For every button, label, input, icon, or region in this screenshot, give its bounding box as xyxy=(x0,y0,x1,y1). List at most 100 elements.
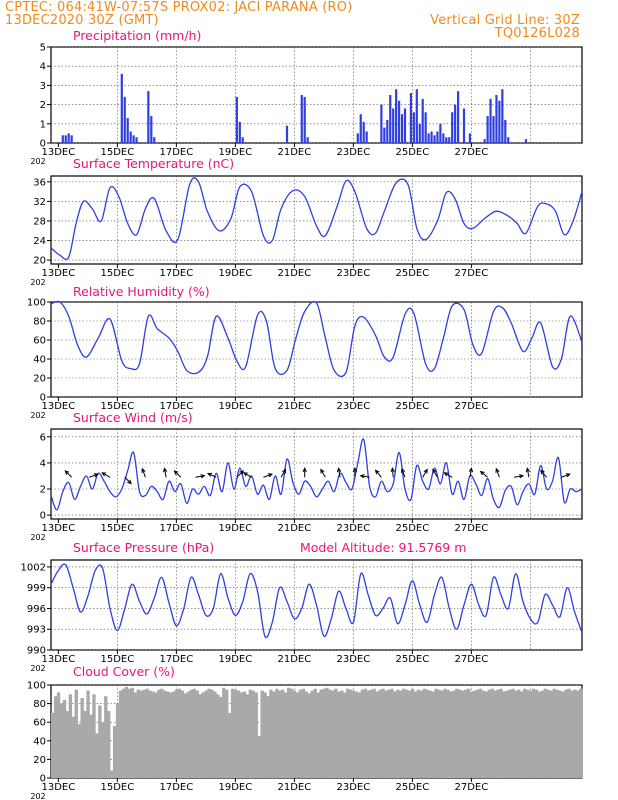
x-tick-label: 21DEC xyxy=(278,654,312,665)
cloud-bar xyxy=(304,691,309,778)
x-tick-label: 27DEC xyxy=(455,523,489,534)
wind-arrow xyxy=(561,473,570,478)
precip-bar xyxy=(504,119,507,143)
cloud-bar xyxy=(469,691,474,778)
x-tick-label: 17DEC xyxy=(160,782,194,793)
x-tick-label: 23DEC xyxy=(337,268,371,279)
x-tick-label: 17DEC xyxy=(160,147,194,158)
cloud-bar xyxy=(449,691,453,778)
x-tick-label: 15DEC xyxy=(101,523,135,534)
cloud-bar xyxy=(310,690,314,778)
wind-arrow xyxy=(320,469,326,478)
wind-arrow xyxy=(64,470,73,478)
x-tick-label: 15DEC xyxy=(101,782,135,793)
cloud-bar xyxy=(508,689,512,778)
precip-bar xyxy=(356,133,359,143)
precip-bar xyxy=(383,127,386,143)
cloud-bar xyxy=(558,690,562,778)
wind-arrow-head xyxy=(162,467,168,473)
panel-frame xyxy=(50,428,583,520)
wind-arrow xyxy=(375,470,382,478)
cloud-bar xyxy=(242,691,247,778)
cloud-bar xyxy=(523,688,527,778)
x-tick-label: 13DEC xyxy=(42,654,76,665)
cloud-bar xyxy=(387,689,391,778)
cloud-bar xyxy=(496,689,500,778)
wind-arrow-head xyxy=(242,472,248,477)
x-tick-label: 15DEC xyxy=(101,401,135,412)
precip-bar xyxy=(135,137,138,143)
wind-arrow-head xyxy=(173,470,179,475)
x-tick-label: 25DEC xyxy=(396,654,430,665)
x-tick-label: 21DEC xyxy=(278,401,312,412)
wind-arrow xyxy=(391,468,394,478)
cloud-bar xyxy=(437,689,441,778)
cloud-bar xyxy=(121,688,126,778)
cloud-bar xyxy=(540,690,545,778)
x-tick-label: 19DEC xyxy=(219,268,253,279)
cloud-bar xyxy=(74,689,78,778)
cloud-bar xyxy=(552,688,556,778)
cloud-bar xyxy=(502,691,506,778)
y-tick-label: 60 xyxy=(33,718,46,729)
cloud-bar xyxy=(340,690,344,778)
precip-bar xyxy=(120,73,123,143)
cloud-bar xyxy=(520,691,524,778)
y-tick-label: 3 xyxy=(40,81,46,92)
precip-bar xyxy=(454,104,457,143)
cloud-bar xyxy=(431,691,435,778)
cloud-bar xyxy=(298,689,303,778)
cloud-bar xyxy=(139,690,143,778)
series-line xyxy=(50,438,583,511)
x-tick-label: 27DEC xyxy=(455,268,489,279)
cloud-bar xyxy=(95,733,99,778)
cloud-bar xyxy=(275,688,279,778)
precip-bar xyxy=(241,137,244,143)
cloud-bar xyxy=(372,688,376,778)
cloud-bar xyxy=(295,692,300,778)
cloud-bar xyxy=(278,690,282,778)
panel-3: 0 2 4 6 13DEC 15DEC 17DEC 19DEC 21DEC 23DEC 25DEC 2… xyxy=(30,410,583,542)
cloud-bar xyxy=(319,689,323,778)
cloud-bar xyxy=(130,687,134,778)
precip-bar xyxy=(132,135,135,143)
cloud-bar xyxy=(399,690,403,778)
cloud-bar xyxy=(484,691,488,778)
x-tick-label: 21DEC xyxy=(278,782,312,793)
cloud-bar xyxy=(133,692,137,778)
wind-arrow-head xyxy=(423,468,428,474)
cloud-bar xyxy=(461,690,465,778)
cloud-bar xyxy=(112,725,117,778)
precip-bar xyxy=(462,108,466,143)
cloud-bar xyxy=(228,712,232,778)
x-tick-label: 13DEC xyxy=(42,147,76,158)
wind-arrow xyxy=(514,475,524,478)
cloud-bar xyxy=(440,690,444,778)
cloud-bar xyxy=(263,692,267,778)
y-tick-label: 5 xyxy=(40,43,46,54)
panel-frame xyxy=(50,46,583,144)
cloud-bar xyxy=(269,689,273,778)
cloud-bar xyxy=(313,688,317,778)
cloud-bar xyxy=(281,689,285,778)
cloud-bar xyxy=(475,689,480,778)
precip-bar xyxy=(238,121,241,143)
precip-bar xyxy=(418,123,421,143)
cloud-bar xyxy=(166,691,170,778)
cloud-bar xyxy=(192,688,196,778)
precip-bar xyxy=(501,89,504,143)
x-tick-label: 21DEC xyxy=(278,523,312,534)
wind-arrow-head xyxy=(64,470,70,475)
cloud-bar xyxy=(222,687,226,778)
precip-bar xyxy=(412,112,415,143)
y-tick-label: 999 xyxy=(27,583,46,594)
cloud-bar xyxy=(183,693,188,778)
wind-arrow-head xyxy=(374,469,380,475)
date-year-label: 202 xyxy=(30,157,45,166)
precip-bar xyxy=(395,89,398,143)
panel-frame xyxy=(50,175,583,265)
series-line xyxy=(50,300,583,378)
cloud-bar xyxy=(452,690,456,778)
cloud-bar xyxy=(478,688,483,778)
cloud-bar xyxy=(481,690,486,778)
